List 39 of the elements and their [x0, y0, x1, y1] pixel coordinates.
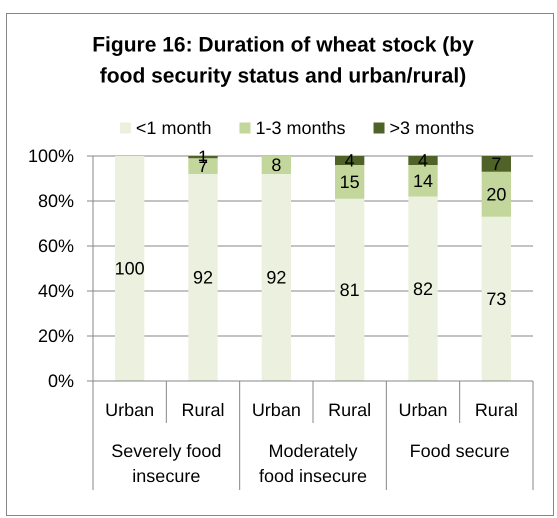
data-label: 8 [271, 155, 282, 175]
x-tick-label: Rural [474, 400, 518, 420]
bar [482, 172, 511, 217]
bar [408, 196, 438, 381]
data-label: 82 [412, 278, 434, 299]
y-tick-label: 0% [48, 371, 74, 391]
bar [262, 174, 291, 381]
bar [482, 156, 511, 172]
bar [482, 216, 511, 381]
data-label: 15 [340, 172, 360, 192]
data-label: 92 [266, 268, 286, 288]
data-label: 7 [491, 154, 502, 174]
bar [188, 174, 218, 381]
text: Food secure [410, 441, 510, 461]
y-tick-label: 20% [38, 326, 74, 346]
legend-label: <1 month [136, 118, 212, 138]
y-tick-label: 60% [38, 236, 74, 256]
bar [335, 198, 364, 381]
y-tick-label: 40% [38, 281, 74, 301]
x-tick-label: Urban [252, 400, 301, 420]
data-label: 73 [486, 288, 506, 309]
data-label: 20 [486, 184, 506, 204]
data-label: 81 [340, 280, 360, 300]
data-label: 14 [412, 170, 434, 191]
text: Moderately food insecure [258, 441, 368, 486]
x-tick-label: Rural [181, 400, 225, 420]
x-tick-label: Urban [398, 400, 448, 420]
bar [115, 156, 144, 381]
x-tick-label: Urban [105, 400, 154, 420]
x-tick-label: Rural [328, 400, 372, 420]
data-label: 92 [192, 268, 214, 288]
chart-title: Figure 16: Duration of wheat stock (by food security status and urban/rural) [92, 34, 474, 88]
legend-label: >3 months [390, 118, 474, 138]
legend-label: 1-3 months [255, 118, 346, 138]
text: Severely food insecure [111, 441, 222, 486]
data-label: 100 [114, 258, 145, 278]
y-tick-label: 80% [38, 191, 74, 211]
y-tick-label: 100% [28, 146, 74, 166]
bar [335, 165, 364, 199]
